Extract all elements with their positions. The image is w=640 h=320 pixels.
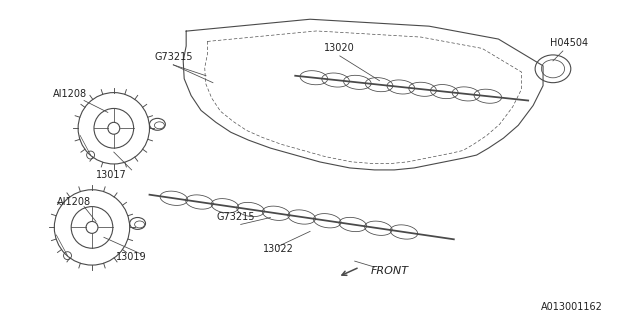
- Text: AI1208: AI1208: [53, 89, 87, 99]
- Text: G73215: G73215: [216, 212, 255, 222]
- Text: 13020: 13020: [324, 43, 355, 53]
- Text: 13017: 13017: [97, 170, 127, 180]
- Text: AI1208: AI1208: [57, 196, 92, 207]
- Text: G73215: G73215: [154, 52, 193, 62]
- Text: H04504: H04504: [550, 38, 588, 48]
- Text: FRONT: FRONT: [371, 266, 408, 276]
- Text: A013001162: A013001162: [541, 302, 603, 312]
- Text: 13022: 13022: [263, 244, 294, 254]
- Text: 13019: 13019: [116, 252, 147, 262]
